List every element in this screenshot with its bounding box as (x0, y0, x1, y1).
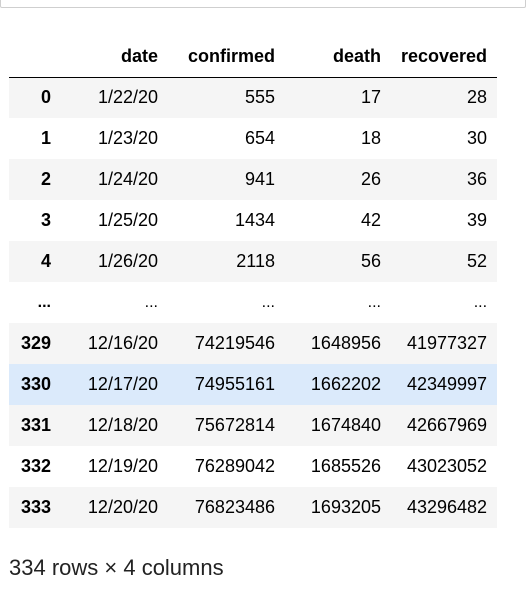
cell-confirmed: 76823486 (194, 497, 275, 517)
cell-death: ... (367, 293, 381, 311)
cell-recovered: 42349997 (406, 374, 488, 394)
cell-date: 12/17/20 (87, 374, 158, 394)
cell-confirmed: 1434 (234, 210, 275, 230)
cell-death: 1662202 (310, 374, 381, 394)
row-index: 330 (20, 374, 51, 394)
cell-recovered: ... (473, 293, 488, 311)
table-row: 4 1/26/20 2118 56 52 (9, 241, 498, 282)
cell-confirmed: 2118 (236, 251, 275, 271)
cell-confirmed: 75672814 (194, 415, 275, 435)
table-header-row: date confirmed death recovered (9, 36, 498, 78)
cell-recovered: 52 (467, 251, 488, 271)
cell-confirmed: 654 (244, 128, 275, 148)
cell-date: 1/26/20 (97, 251, 158, 271)
cell-date: 1/22/20 (97, 87, 158, 108)
cell-date: ... (144, 293, 158, 311)
cell-confirmed: 74955161 (194, 374, 275, 394)
table-row-hovered: 330 12/17/20 74955161 1662202 42349997 (9, 364, 498, 405)
row-index: 1 (40, 128, 51, 148)
row-index: 0 (40, 87, 51, 108)
table-row: 0 1/22/20 555 17 28 (9, 77, 498, 118)
column-header-confirmed: confirmed (168, 36, 285, 78)
row-index: ... (37, 293, 51, 311)
cell-death: 1674840 (310, 415, 381, 435)
row-index: 332 (20, 456, 51, 476)
cell-date: 12/18/20 (87, 415, 158, 435)
row-index: 3 (40, 210, 51, 230)
column-header-date: date (61, 36, 168, 78)
row-index: 4 (40, 251, 51, 271)
cell-confirmed: 76289042 (194, 456, 275, 476)
cell-confirmed: ... (261, 293, 275, 311)
cell-date: 12/16/20 (87, 333, 158, 353)
column-header-death: death (285, 36, 391, 78)
index-header (9, 36, 61, 78)
cell-death: 17 (360, 87, 381, 108)
cell-death: 1685526 (310, 456, 381, 476)
cell-recovered: 30 (467, 128, 488, 148)
cell-recovered: 43023052 (406, 456, 488, 476)
cell-death: 18 (360, 128, 381, 148)
table-row: 1 1/23/20 654 18 30 (9, 118, 498, 159)
cell-date: 1/23/20 (97, 128, 158, 148)
table-row: 3 1/25/20 1434 42 39 (9, 200, 498, 241)
row-index: 2 (40, 169, 51, 189)
table-row: 2 1/24/20 941 26 36 (9, 159, 498, 200)
cell-death: 56 (360, 251, 381, 271)
cell-date: 1/25/20 (97, 210, 158, 230)
cell-death: 26 (360, 169, 381, 189)
ellipsis-row: ... ... ... ... ... (9, 282, 498, 323)
cell-date: 1/24/20 (97, 169, 158, 189)
cell-recovered: 39 (467, 210, 488, 230)
cell-recovered: 42667969 (406, 415, 488, 435)
dataframe-table: date confirmed death recovered 0 1/22/20… (9, 36, 498, 528)
cell-date: 12/19/20 (87, 456, 158, 476)
cell-confirmed: 74219546 (194, 333, 275, 353)
cell-recovered: 41977327 (406, 333, 488, 353)
table-row: 331 12/18/20 75672814 1674840 42667969 (9, 405, 498, 446)
cell-recovered: 43296482 (406, 497, 488, 517)
cell-death: 1648956 (310, 333, 381, 353)
table-row: 333 12/20/20 76823486 1693205 43296482 (9, 487, 498, 528)
cell-death: 1693205 (310, 497, 381, 517)
row-index: 329 (20, 333, 51, 353)
cell-input-border[interactable] (0, 0, 526, 8)
cell-date: 12/20/20 (87, 497, 158, 517)
table-row: 332 12/19/20 76289042 1685526 43023052 (9, 446, 498, 487)
table-row: 329 12/16/20 74219546 1648956 41977327 (9, 323, 498, 364)
column-header-recovered: recovered (391, 36, 498, 78)
dataframe-shape-text: 334 rows × 4 columns (9, 555, 224, 580)
cell-death: 42 (360, 210, 381, 230)
row-index: 331 (20, 415, 51, 435)
row-index: 333 (20, 497, 51, 517)
cell-recovered: 36 (467, 169, 488, 189)
cell-recovered: 28 (467, 87, 488, 108)
cell-confirmed: 555 (244, 87, 275, 108)
cell-confirmed: 941 (244, 169, 275, 189)
